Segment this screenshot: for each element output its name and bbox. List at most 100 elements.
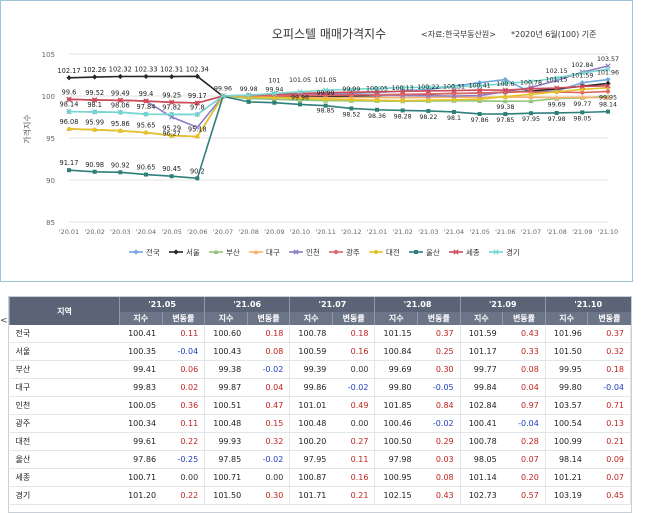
data-label: 102.26 [83, 66, 106, 74]
data-label: 95.18 [188, 125, 207, 133]
change-rate-cell: -0.02 [247, 450, 291, 469]
data-point [605, 66, 611, 72]
data-point [375, 107, 379, 112]
index-cell: 101.20 [119, 486, 163, 505]
data-label: 99.99 [342, 86, 360, 93]
index-cell: 99.69 [374, 360, 418, 379]
data-label: 97.86 [471, 117, 489, 124]
data-point [349, 106, 354, 111]
data-point [426, 98, 431, 103]
data-point [400, 108, 405, 113]
data-point [66, 75, 72, 81]
data-point [194, 100, 200, 106]
index-cell: 100.50 [374, 432, 418, 451]
line-chart: 오피스텔 매매가격지수 <자료:한국부동산원> *2020년 6월(100) 기… [22, 27, 619, 257]
table-header-period: '21.05 [118, 297, 205, 312]
data-label: 100.22 [417, 84, 439, 91]
x-tick-label: '21.06 [495, 228, 515, 236]
data-label: 98.36 [368, 113, 386, 120]
table-row: 전국 100.41 0.11 100.60 0.18 100.78 0.18 101.15 0.… [9, 325, 631, 343]
collapse-arrow-icon[interactable]: < [0, 316, 8, 326]
data-point [213, 249, 219, 254]
legend-item-세종: 세종 [449, 248, 480, 257]
change-rate-cell: 0.16 [332, 342, 376, 361]
data-point [580, 87, 585, 92]
legend-label: 세종 [466, 248, 480, 257]
data-point [297, 96, 303, 101]
data-point [323, 97, 328, 102]
data-label: 97.85 [496, 117, 514, 124]
table-row: 대구 99.83 0.02 99.87 0.04 99.86 -0.02 99.80 -0.05… [9, 378, 631, 397]
data-label: 99.38 [496, 104, 514, 111]
data-label: 99.77 [573, 101, 591, 108]
change-rate-cell: 0.57 [502, 486, 546, 505]
data-label: 102.33 [134, 65, 157, 73]
data-label: 97.95 [522, 116, 540, 123]
index-cell: 102.84 [460, 396, 503, 415]
legend-label: 서울 [186, 248, 200, 257]
legend-item-인천: 인천 [289, 247, 320, 257]
change-rate-cell: 0.04 [502, 378, 546, 397]
index-cell: 99.41 [119, 360, 163, 379]
index-cell: 100.60 [204, 325, 248, 343]
data-point [528, 86, 534, 92]
x-tick-label: '20.05 [161, 228, 181, 236]
change-rate-cell: -0.04 [502, 414, 546, 433]
data-point [605, 83, 611, 89]
data-point [529, 111, 533, 116]
data-label: 98.14 [599, 102, 617, 109]
x-tick-label: '21.10 [598, 228, 618, 236]
change-rate-cell: 0.30 [247, 486, 291, 505]
data-point [117, 97, 123, 103]
change-rate-cell: 0.18 [587, 360, 631, 379]
data-point [348, 86, 354, 92]
legend-item-전국: 전국 [129, 247, 160, 257]
x-tick-label: '20.02 [84, 228, 104, 236]
x-tick-label: '21.07 [521, 228, 541, 236]
data-point [554, 75, 560, 81]
data-point [220, 93, 226, 99]
change-rate-cell: 0.18 [332, 325, 376, 343]
data-point [502, 87, 508, 93]
index-cell: 100.34 [119, 414, 163, 433]
x-tick-label: '20.01 [59, 228, 79, 236]
index-cell: 100.59 [289, 342, 333, 361]
x-tick-label: '21.04 [444, 228, 464, 236]
change-rate-cell: -0.02 [332, 378, 376, 397]
region-cell: 경기 [9, 486, 120, 505]
data-point [502, 98, 508, 104]
index-cell: 100.95 [374, 468, 418, 487]
change-rate-cell: 0.20 [502, 468, 546, 487]
data-point [118, 128, 123, 133]
change-rate-cell: 0.00 [162, 468, 206, 487]
x-tick-label: '20.04 [136, 228, 156, 236]
data-label: 102.31 [160, 66, 183, 74]
data-point [194, 124, 200, 130]
data-label: 100.05 [366, 86, 388, 93]
data-label: 100.41 [469, 83, 491, 90]
data-point [477, 97, 482, 102]
index-cell: 98.14 [545, 450, 588, 469]
change-rate-cell: 0.11 [162, 325, 206, 343]
data-point [373, 249, 379, 255]
data-label: 99.95 [599, 94, 617, 101]
data-label: 100.78 [520, 79, 542, 86]
change-rate-cell: 0.13 [587, 414, 631, 433]
index-cell: 101.59 [460, 325, 503, 343]
table-subheader: 변동률 [587, 312, 631, 325]
change-rate-cell: 0.37 [587, 325, 631, 343]
table-subheader: 지수 [374, 312, 418, 325]
data-point [580, 110, 585, 115]
data-label: 102.15 [546, 68, 568, 75]
index-cell: 97.98 [374, 450, 418, 469]
change-rate-cell: 0.45 [587, 486, 631, 505]
index-cell: 103.19 [545, 486, 588, 505]
table-subheader: 지수 [544, 312, 588, 325]
data-label: 101.96 [597, 70, 619, 77]
data-label: 98.22 [419, 114, 437, 121]
data-point [253, 249, 259, 254]
index-cell: 100.41 [119, 325, 163, 343]
data-label: 95.65 [137, 122, 156, 130]
legend-item-서울: 서울 [169, 248, 200, 257]
table-header-period: '21.06 [204, 297, 290, 312]
